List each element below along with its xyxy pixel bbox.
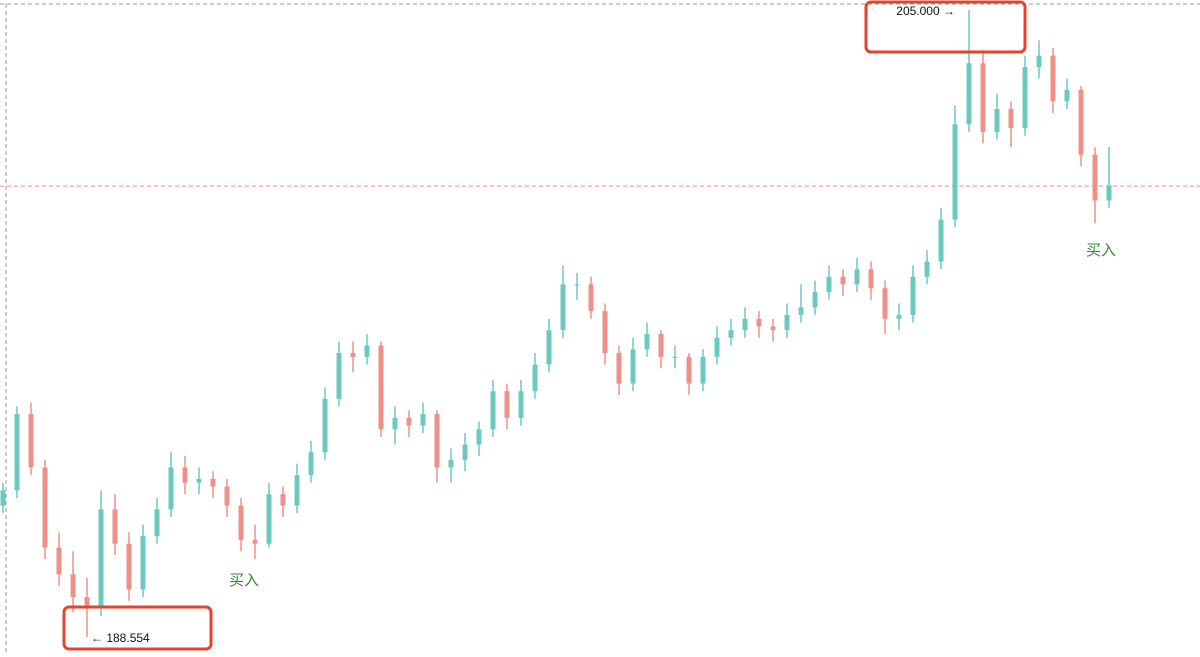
candle-body — [420, 414, 426, 426]
candle-body — [392, 417, 398, 430]
candle-body — [154, 509, 160, 537]
candle-body — [210, 478, 216, 487]
candle-body — [126, 543, 132, 590]
candle-body — [350, 353, 356, 357]
candle-body — [644, 334, 650, 350]
candle-body — [938, 219, 944, 262]
candle-body — [1022, 67, 1028, 129]
candle-body — [1092, 154, 1098, 201]
candle-body — [840, 276, 846, 285]
candle-body — [728, 330, 734, 338]
candle-body — [1064, 89, 1070, 102]
candle-body — [588, 284, 594, 312]
signal-label: 买入 — [1086, 242, 1116, 259]
candle-body — [742, 318, 748, 331]
candle-body — [518, 391, 524, 418]
candle-body — [112, 509, 118, 544]
candle-body — [252, 539, 258, 544]
candle-body — [280, 494, 286, 506]
candle-body — [224, 486, 230, 506]
candle-body — [140, 536, 146, 590]
highlight-box — [864, 0, 1027, 54]
candle-body — [658, 334, 664, 357]
candle-body — [336, 353, 342, 399]
candle-body — [812, 292, 818, 308]
candle-body — [714, 337, 720, 357]
candle-body — [700, 356, 706, 384]
candle-body — [686, 356, 692, 384]
candle-body — [798, 307, 804, 315]
candle-body — [756, 318, 762, 327]
candle-body — [896, 314, 902, 319]
candle-body — [308, 452, 314, 476]
candle-body — [1008, 109, 1014, 129]
candle-body — [462, 444, 468, 460]
candle-body — [504, 391, 510, 418]
candle-body — [1050, 55, 1056, 102]
candle-body — [406, 417, 412, 426]
candle-body — [546, 330, 552, 365]
candle-body — [602, 311, 608, 354]
highlight-box — [62, 605, 213, 651]
candle-body — [868, 269, 874, 289]
candle-body — [1078, 89, 1084, 155]
candles — [0, 9, 1112, 637]
candle-body — [14, 414, 20, 491]
candle-body — [616, 353, 622, 384]
candle-body — [364, 345, 370, 357]
candle-body — [434, 414, 440, 468]
candle-body — [0, 490, 6, 506]
candle-body — [182, 467, 188, 483]
candle-body — [574, 284, 580, 286]
candle-body — [196, 478, 202, 483]
candle-body — [294, 475, 300, 506]
candle-body — [882, 288, 888, 319]
candle-body — [70, 574, 76, 598]
signal-label: 买入 — [229, 572, 259, 589]
candle-body — [84, 597, 90, 609]
candle-body — [490, 391, 496, 430]
candle-body — [980, 63, 986, 132]
candle-body — [924, 261, 930, 277]
candle-body — [42, 467, 48, 548]
candle-body — [952, 124, 958, 220]
candle-body — [56, 547, 62, 575]
candle-body — [826, 276, 832, 293]
candle-body — [238, 505, 244, 540]
candle-body — [476, 429, 482, 445]
candle-body — [322, 398, 328, 453]
candle-body — [1106, 185, 1112, 201]
candle-body — [532, 364, 538, 392]
candle-body — [770, 326, 776, 331]
candle-body — [28, 414, 34, 468]
candle-body — [630, 349, 636, 384]
candle-body — [854, 269, 860, 285]
candle-body — [672, 356, 678, 358]
candle-body — [168, 467, 174, 510]
candle-body — [560, 284, 566, 331]
candle-body — [378, 345, 384, 430]
high-label: 205.000 → — [896, 4, 955, 18]
candle-body — [448, 459, 454, 468]
candle-body — [1036, 55, 1042, 68]
candle-body — [98, 509, 104, 609]
candle-body — [994, 109, 1000, 132]
candle-body — [784, 314, 790, 331]
candle-body — [910, 276, 916, 315]
low-label: ← 188.554 — [91, 631, 150, 645]
candle-body — [266, 494, 272, 544]
candle-body — [966, 63, 972, 125]
